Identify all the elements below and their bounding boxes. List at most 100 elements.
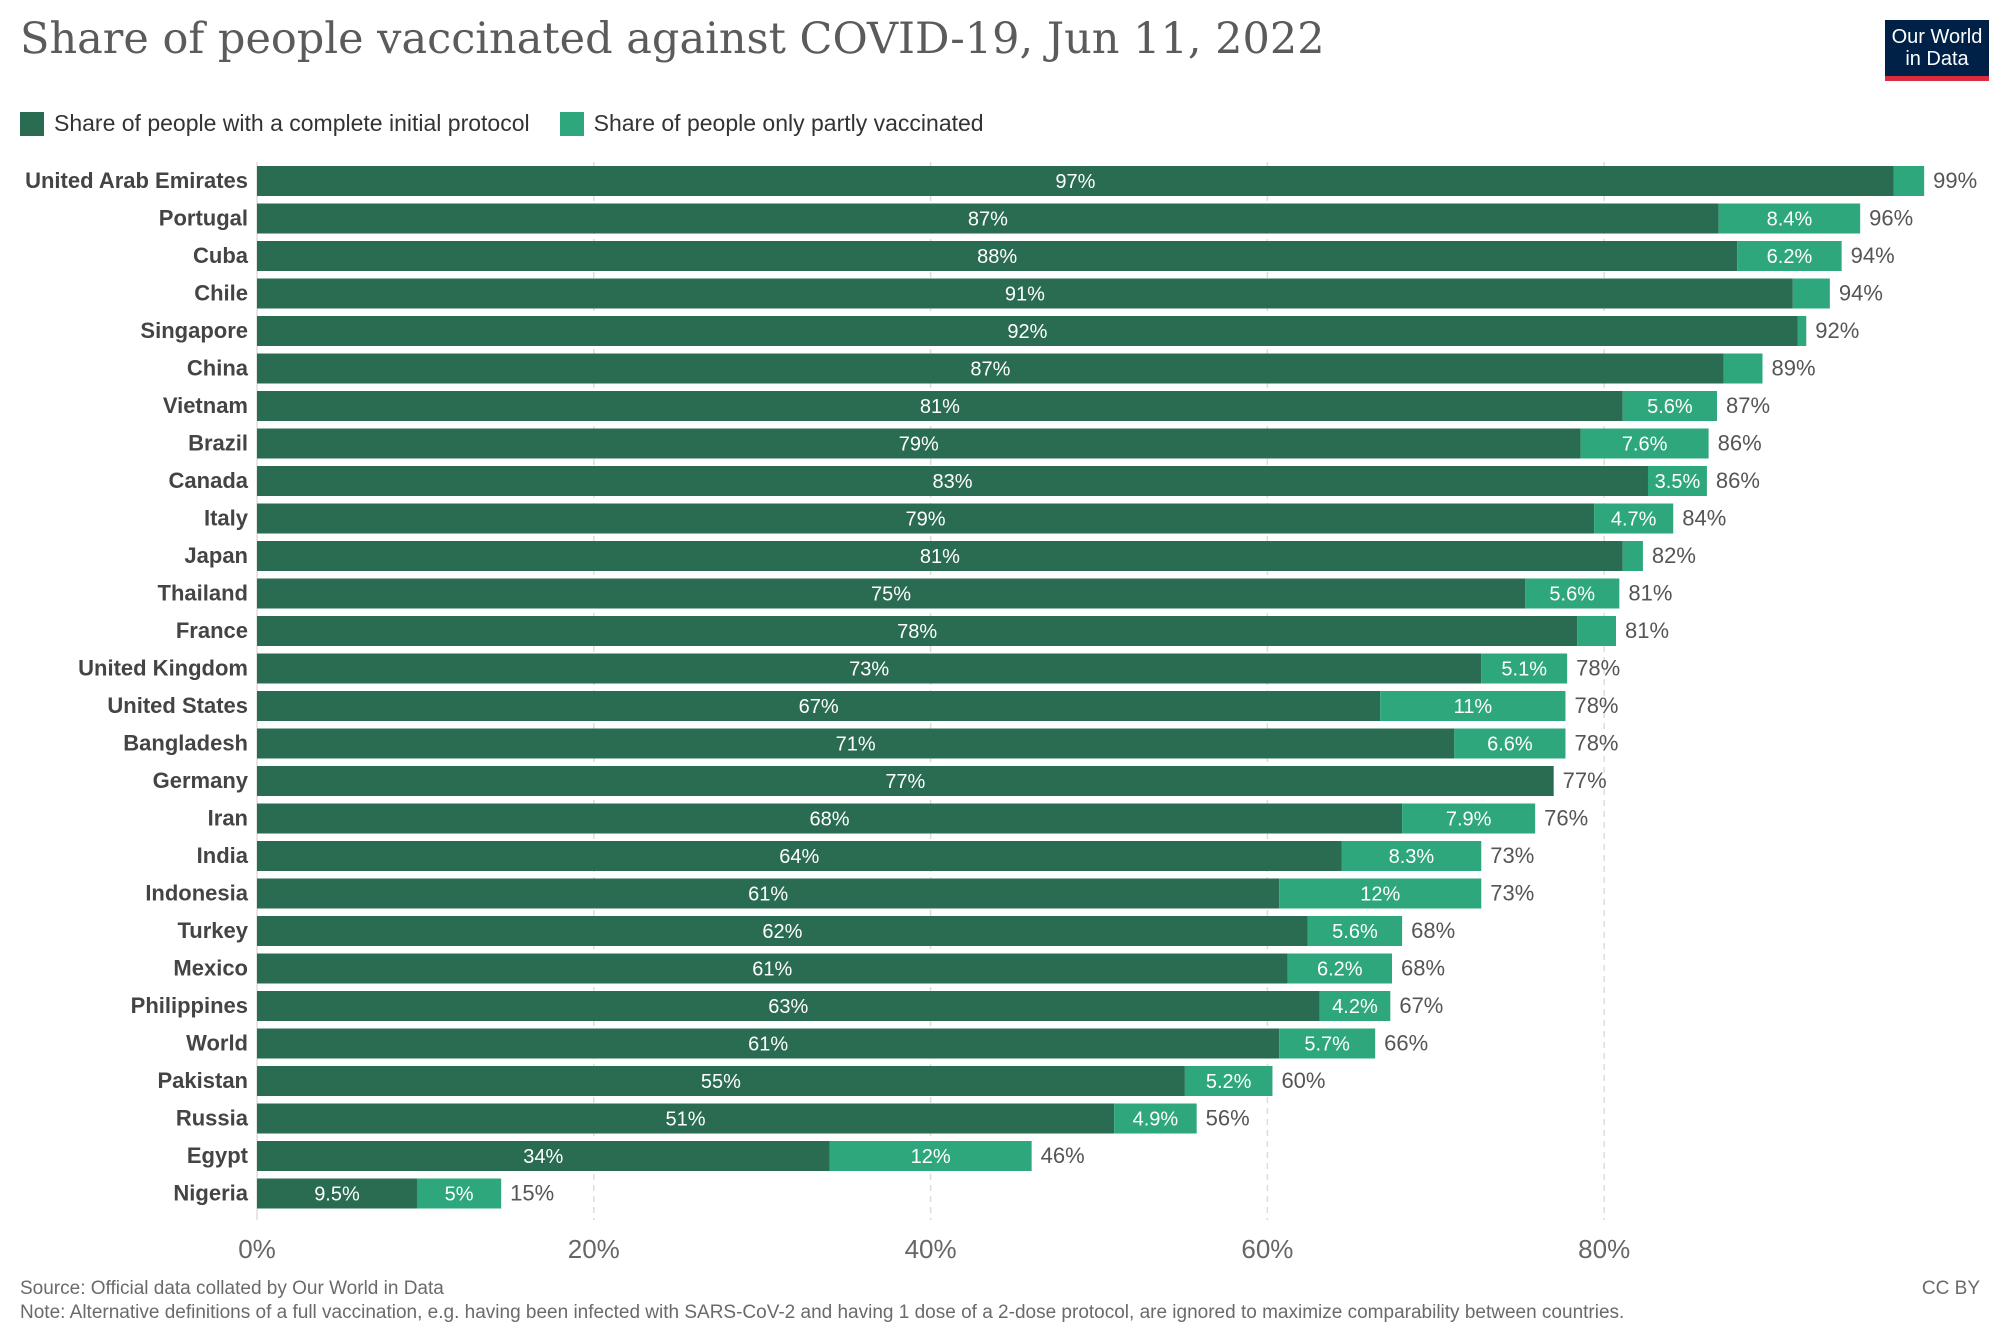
data-label-complete: 63%	[768, 996, 808, 1018]
data-label-complete: 61%	[748, 884, 788, 906]
total-label: 77%	[1563, 768, 1607, 793]
bar-partial	[1114, 1103, 1197, 1134]
x-tick-label: 40%	[905, 1234, 957, 1264]
total-label: 87%	[1726, 393, 1770, 418]
category-label: Pakistan	[158, 1068, 249, 1093]
category-label: India	[197, 843, 249, 868]
data-label-complete: 87%	[970, 359, 1010, 381]
data-label-complete: 78%	[897, 621, 937, 643]
data-label-complete: 51%	[666, 1109, 706, 1131]
data-label-complete: 81%	[920, 546, 960, 568]
bar-complete	[257, 166, 1894, 196]
data-label-partial: 5.6%	[1332, 921, 1378, 943]
legend-label-partial: Share of people only partly vaccinated	[593, 110, 984, 136]
total-label: 78%	[1574, 693, 1618, 718]
bar-partial	[1647, 466, 1707, 496]
data-label-partial: 4.9%	[1133, 1109, 1179, 1131]
total-label: 81%	[1628, 581, 1672, 606]
category-label: Portugal	[159, 206, 248, 231]
category-label: Mexico	[173, 956, 248, 981]
x-tick-label: 20%	[568, 1234, 620, 1264]
legend-swatch-complete	[20, 111, 44, 136]
category-label: Chile	[194, 281, 248, 306]
bar-complete	[257, 391, 1623, 421]
data-label-partial: 5%	[445, 1184, 474, 1206]
total-label: 68%	[1401, 956, 1445, 981]
data-label-complete: 88%	[977, 246, 1017, 268]
legend-swatch-partial	[559, 111, 584, 136]
bar-partial	[1792, 278, 1830, 309]
total-label: 46%	[1041, 1143, 1085, 1168]
bar-partial	[1525, 578, 1620, 609]
legend-label-complete: Share of people with a complete initial …	[54, 110, 530, 136]
total-label: 86%	[1716, 468, 1760, 493]
category-label: Vietnam	[163, 393, 248, 418]
bar-partial	[1893, 166, 1925, 196]
bar-complete	[257, 316, 1798, 346]
total-label: 73%	[1490, 843, 1534, 868]
category-label: Canada	[169, 468, 249, 493]
category-label: Turkey	[177, 918, 248, 943]
data-label-complete: 97%	[1055, 171, 1095, 193]
bar-partial	[1622, 391, 1718, 421]
bar-partial	[1454, 728, 1566, 759]
total-label: 15%	[510, 1181, 554, 1206]
data-label-complete: 91%	[1005, 284, 1045, 306]
footnote: Note: Alternative definitions of a full …	[20, 1302, 1625, 1323]
total-label: 96%	[1869, 206, 1913, 231]
data-label-complete: 9.5%	[314, 1184, 360, 1206]
bar-partial	[1580, 428, 1709, 459]
logo-accent-bar	[1885, 76, 1989, 81]
x-tick-label: 0%	[238, 1234, 276, 1264]
data-label-complete: 34%	[523, 1146, 563, 1168]
bar-partial	[829, 1141, 1032, 1171]
data-label-partial: 12%	[911, 1146, 951, 1168]
category-label: Russia	[176, 1106, 249, 1131]
bar-chart: 0% 20% 40% 60% 80% United Arab Emirates 97% 99%…	[25, 162, 1977, 1264]
category-label: United Arab Emirates	[25, 168, 248, 193]
bar-complete	[257, 728, 1455, 759]
logo-line-2: in Data	[1905, 48, 1969, 70]
license-link[interactable]: CC BY	[1921, 1278, 1980, 1299]
data-label-complete: 61%	[748, 1034, 788, 1056]
category-label: Iran	[208, 806, 248, 831]
legend-item-complete[interactable]: Share of people with a complete initial …	[20, 110, 530, 137]
total-label: 76%	[1544, 806, 1588, 831]
bar-partial	[1279, 1028, 1376, 1059]
bar-partial	[1622, 541, 1643, 571]
data-label-complete: 55%	[701, 1071, 741, 1093]
bar-complete	[257, 691, 1381, 721]
total-label: 78%	[1576, 656, 1620, 681]
category-label: Italy	[204, 506, 249, 531]
category-label: United States	[107, 693, 248, 718]
data-label-partial: 3.5%	[1655, 471, 1701, 493]
data-label-complete: 67%	[799, 696, 839, 718]
bar-complete	[257, 353, 1724, 384]
total-label: 81%	[1625, 618, 1669, 643]
bar-complete	[257, 803, 1403, 834]
bar-complete	[257, 953, 1288, 984]
data-label-partial: 5.6%	[1647, 396, 1693, 418]
bar-complete	[257, 1178, 417, 1209]
bar-partial	[1380, 691, 1566, 721]
bar-partial	[1481, 653, 1568, 684]
category-label: Singapore	[140, 318, 248, 343]
total-label: 56%	[1206, 1106, 1250, 1131]
owid-logo[interactable]: Our World in Data	[1885, 20, 1989, 80]
legend-item-partial[interactable]: Share of people only partly vaccinated	[559, 110, 984, 137]
bar-partial	[1723, 353, 1763, 384]
bar-complete	[257, 616, 1578, 646]
total-label: 73%	[1490, 881, 1534, 906]
data-label-complete: 87%	[968, 209, 1008, 231]
bar-complete	[257, 203, 1719, 234]
bar-partial	[1341, 841, 1482, 871]
bar-complete	[257, 1028, 1280, 1059]
bar-partial	[1718, 203, 1861, 234]
category-label: Thailand	[158, 581, 248, 606]
data-label-partial: 5.7%	[1304, 1034, 1350, 1056]
data-label-partial: 5.6%	[1549, 584, 1595, 606]
category-label: Indonesia	[145, 881, 248, 906]
x-tick-label: 60%	[1241, 1234, 1293, 1264]
bar-partial	[1307, 916, 1403, 946]
data-label-complete: 62%	[762, 921, 802, 943]
